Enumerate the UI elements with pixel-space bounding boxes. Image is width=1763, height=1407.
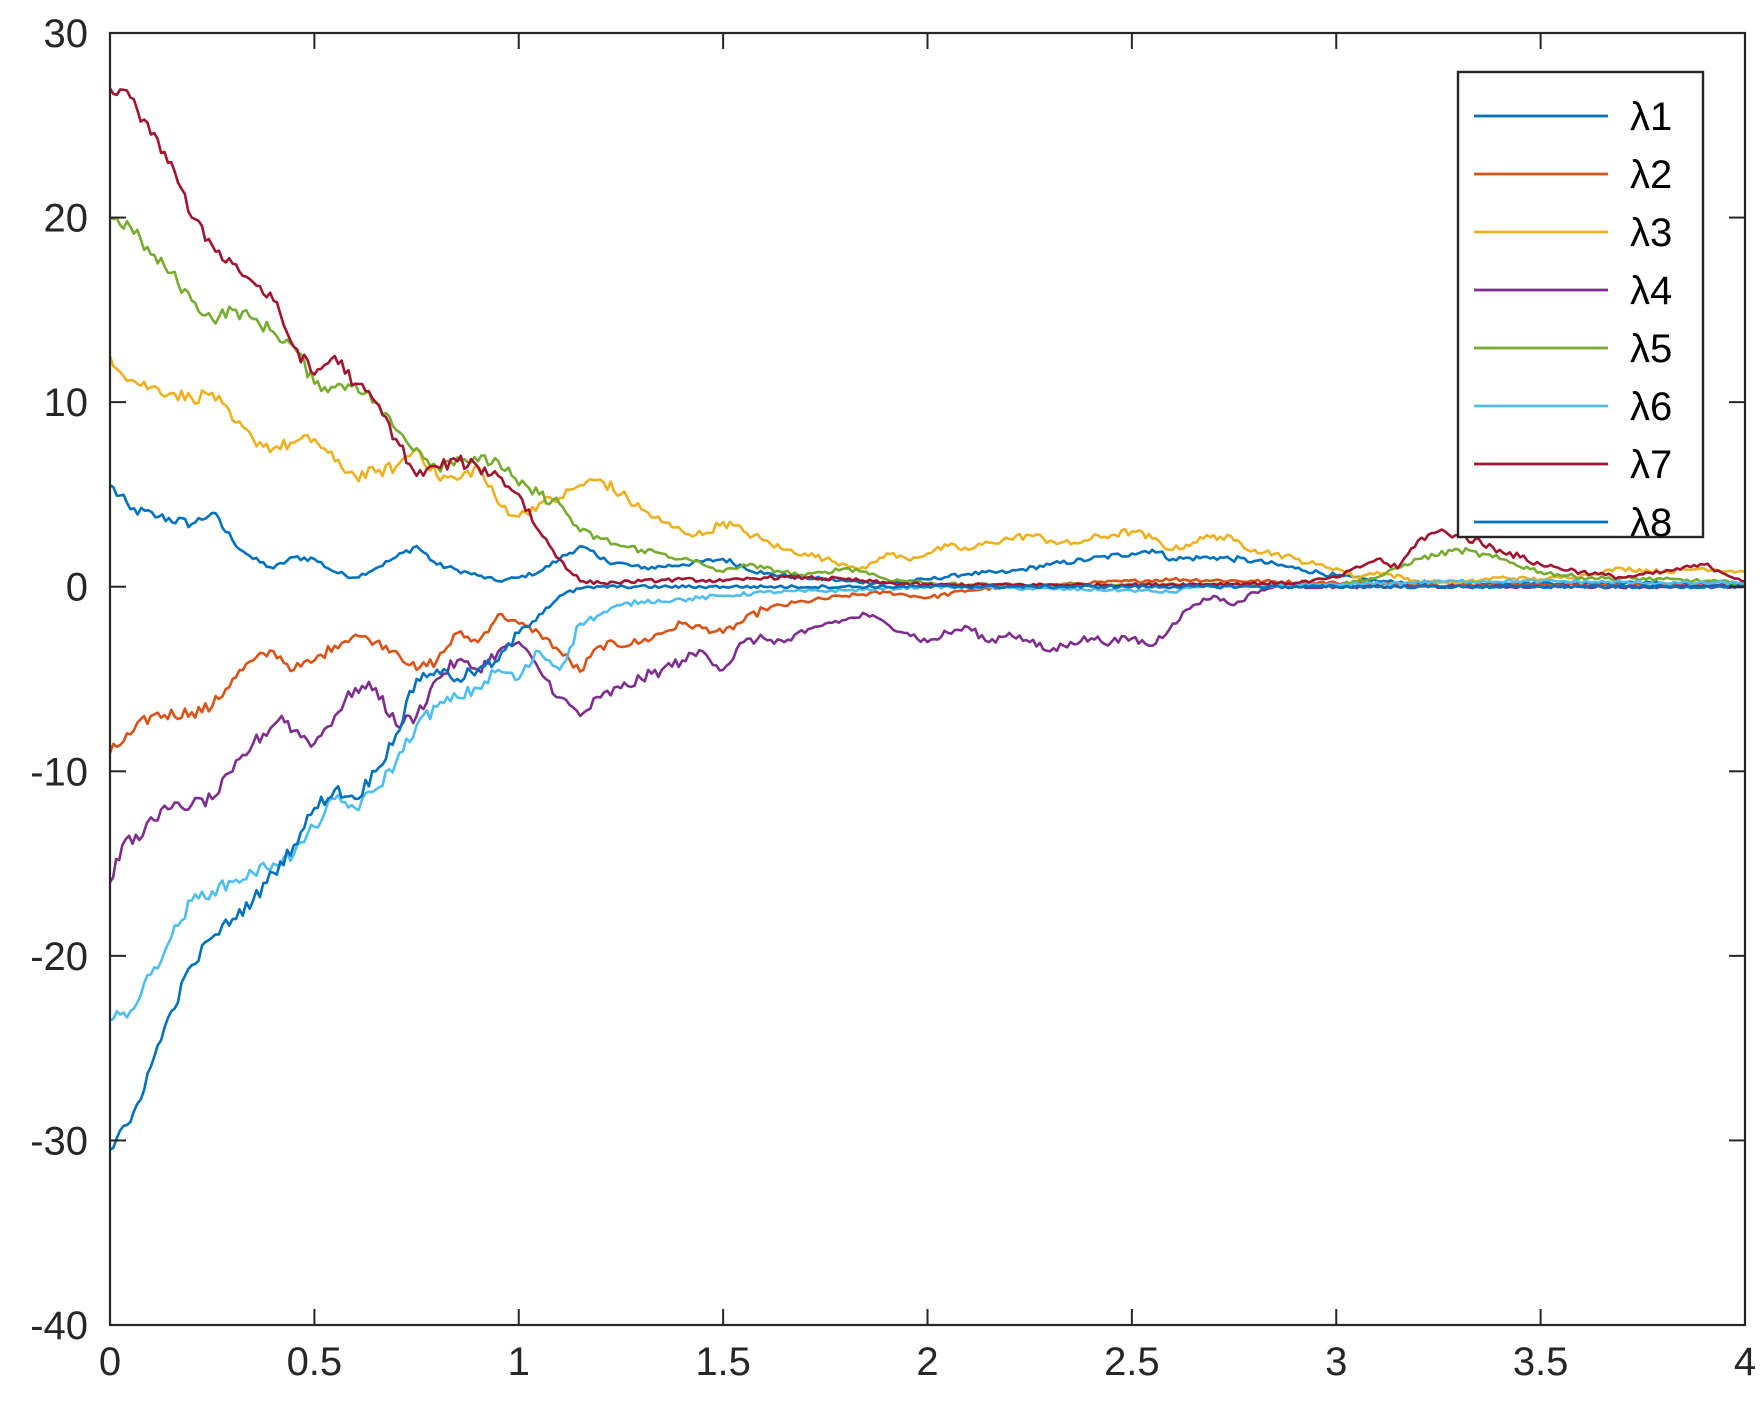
legend-label-8: λ8: [1630, 501, 1672, 545]
y-tick-label: -40: [30, 1304, 88, 1348]
series-line-2: [108, 576, 1746, 754]
x-tick-label: 1: [508, 1340, 530, 1384]
series-line-7: [108, 87, 1746, 588]
x-tick-label: 2.5: [1104, 1340, 1160, 1384]
legend-label-4: λ4: [1630, 269, 1672, 313]
series-layer: [108, 87, 1746, 1151]
series-line-8: [109, 583, 1746, 1151]
legend-label-1: λ1: [1630, 95, 1672, 139]
x-tick-label: 2: [916, 1340, 938, 1384]
legend: λ1 λ2 λ3 λ4 λ5 λ6 λ7 λ8: [1456, 70, 1705, 545]
legend-label-3: λ3: [1630, 211, 1672, 255]
y-tick-label: 10: [44, 381, 89, 425]
y-tick-label: -30: [30, 1119, 88, 1163]
legend-label-5: λ5: [1630, 327, 1672, 371]
y-tick-label: -20: [30, 935, 88, 979]
series-line-3: [108, 355, 1746, 586]
legend-label-2: λ2: [1630, 153, 1672, 197]
legend-label-6: λ6: [1630, 385, 1672, 429]
x-tick-label: 0: [99, 1340, 121, 1384]
x-tick-label: 3: [1325, 1340, 1347, 1384]
y-tick-label: 0: [66, 566, 88, 610]
x-tick-label: 1.5: [695, 1340, 751, 1384]
axes-layer: 0 0.5 1 1.5 2 2.5 3 3.5 4 30 20 10 0 -10 -20 -30 -40: [30, 12, 1756, 1384]
x-tick-label: 0.5: [287, 1340, 343, 1384]
y-tick-label: -10: [30, 750, 88, 794]
legend-label-7: λ7: [1630, 443, 1672, 487]
legend-box: [1456, 70, 1705, 539]
y-tick-label: 30: [44, 12, 89, 56]
y-tick-label: 20: [44, 197, 89, 241]
x-tick-label: 4: [1734, 1340, 1756, 1384]
x-tick-label: 3.5: [1513, 1340, 1569, 1384]
